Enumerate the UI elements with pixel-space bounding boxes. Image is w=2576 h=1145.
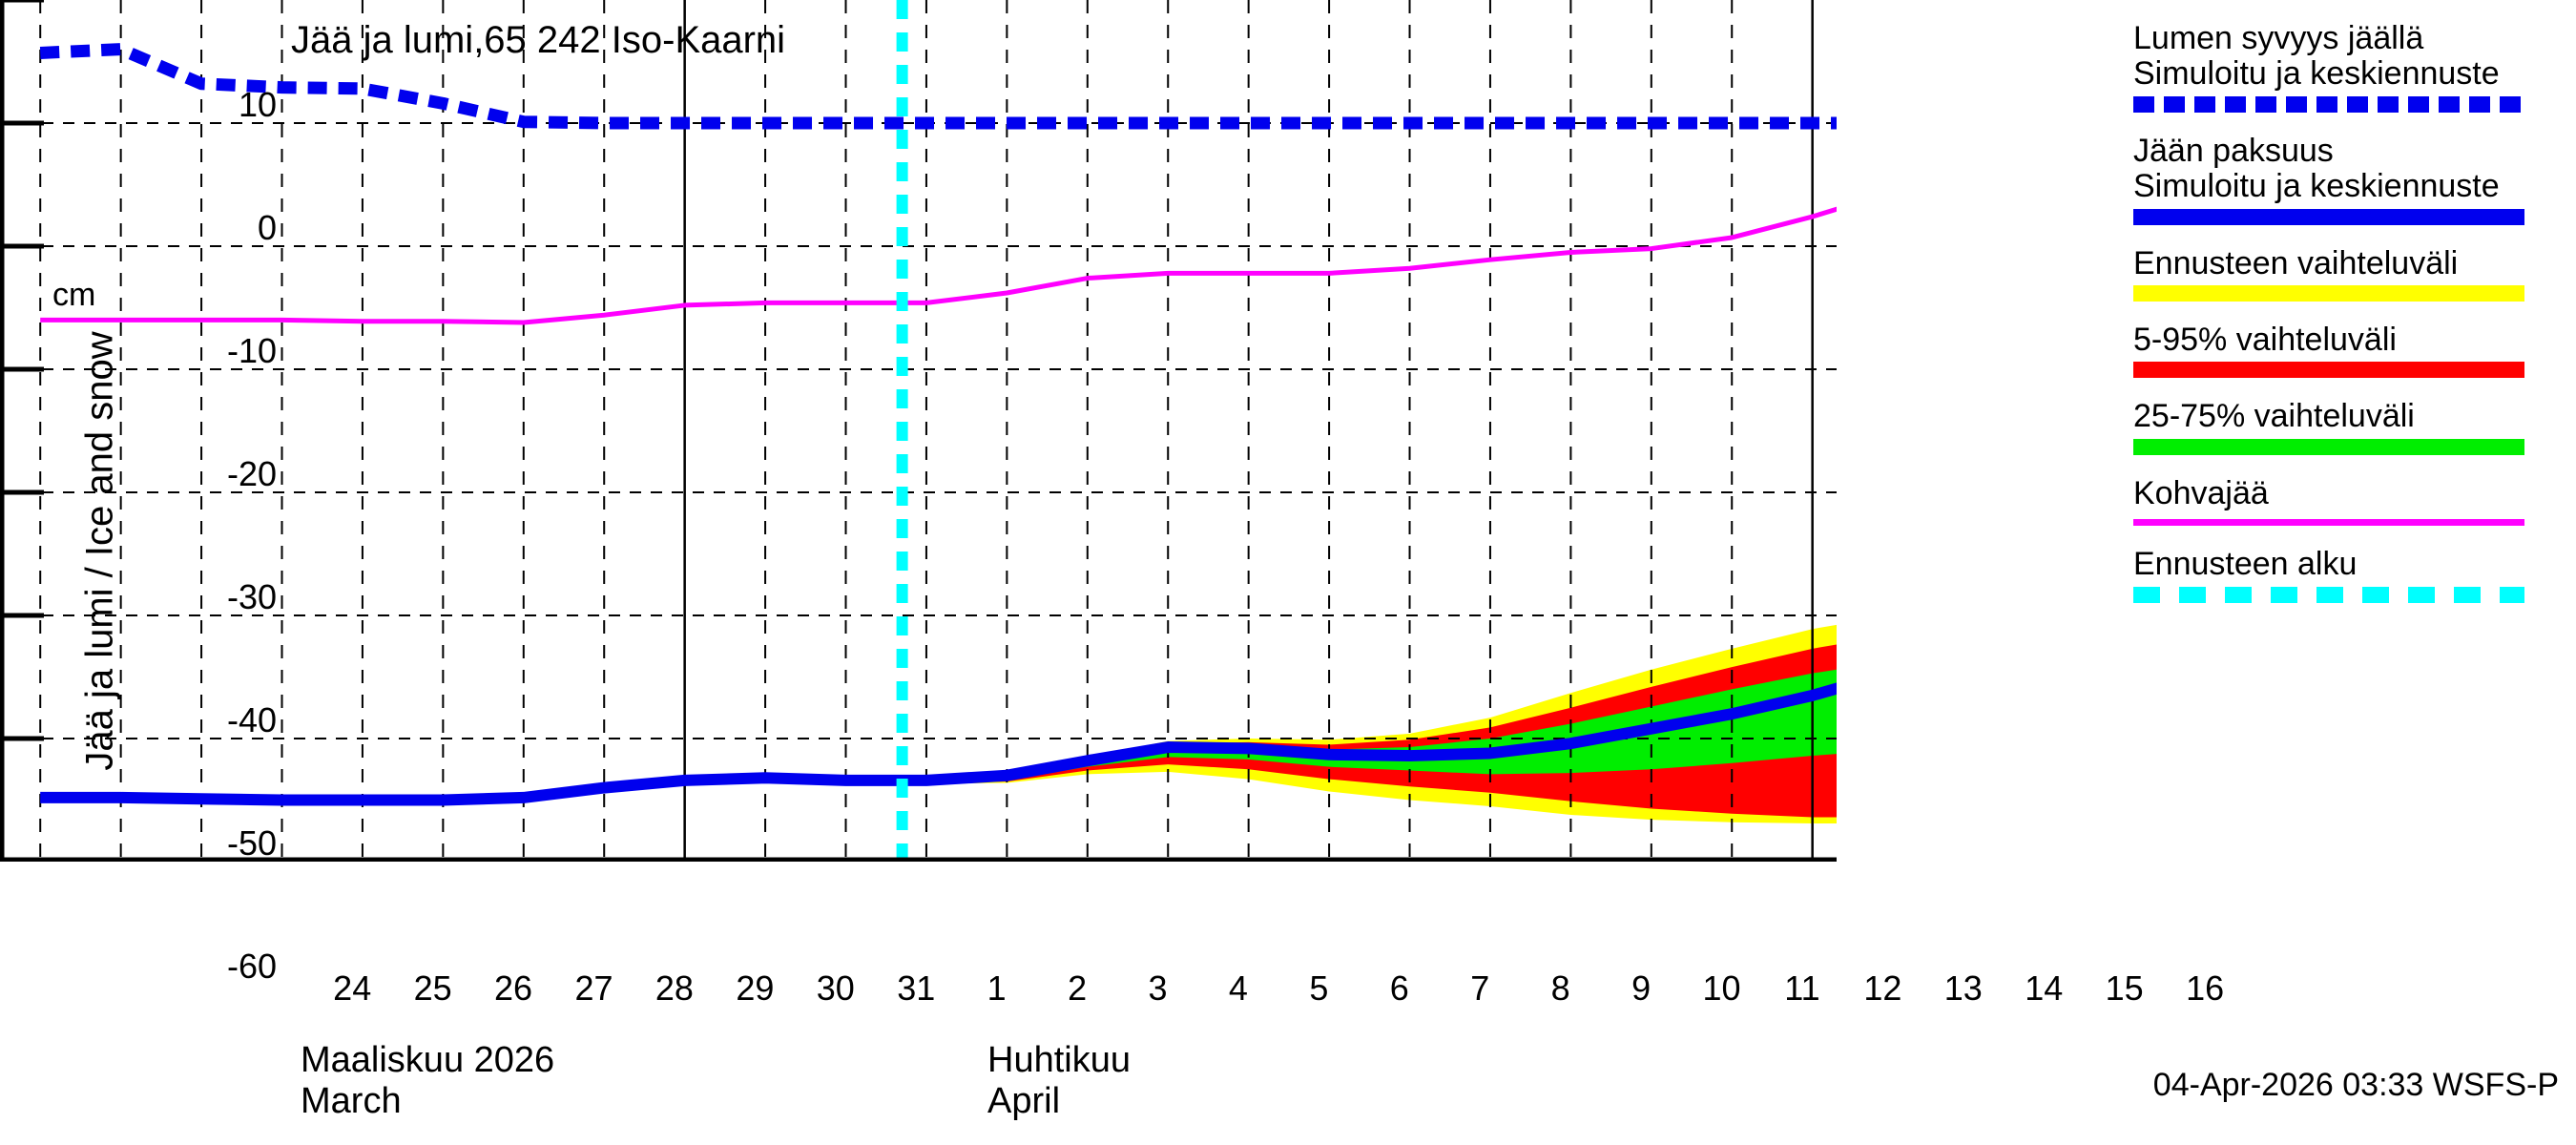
series-j-n-paksuus — [40, 682, 1837, 806]
band-ff0000 — [902, 644, 1837, 818]
x-tick-label: 28 — [654, 968, 694, 1008]
x-tick-label: 25 — [413, 968, 452, 1008]
legend-item-title: 5-95% vaihteluväli — [2133, 321, 2397, 358]
x-tick-label: 6 — [1389, 968, 1409, 1008]
series-lumen-syvyys-j-ll- — [39, 43, 1837, 130]
legend-swatch-icon — [2133, 586, 2524, 603]
x-tick-label: 10 — [1702, 968, 1741, 1008]
legend-item-title: Jään paksuus — [2133, 132, 2334, 169]
data-series — [39, 43, 1837, 806]
series-kohvaj- — [40, 206, 1837, 325]
chart-svg — [0, 0, 1837, 862]
month-label-en: March — [301, 1080, 402, 1121]
x-tick-label: 1 — [987, 968, 1007, 1008]
y-tick-label: 0 — [257, 208, 277, 247]
month-label-en: April — [987, 1080, 1061, 1121]
y-axis-title: Jää ja lumi / Ice and snow — [78, 331, 121, 771]
legend-swatch-icon — [2133, 362, 2524, 379]
x-tick-label: 3 — [1148, 968, 1168, 1008]
legend-item: Kohvajää — [2133, 474, 2563, 527]
y-tick-label: -20 — [226, 454, 277, 493]
legend-item: Ennusteen vaihteluväli — [2133, 244, 2563, 302]
month-label-march: Maaliskuu 2026 March — [301, 1040, 554, 1121]
month-label-april: Huhtikuu April — [987, 1040, 1131, 1121]
legend-swatch-icon — [2133, 284, 2524, 302]
legend-item-title: Ennusteen vaihteluväli — [2133, 244, 2459, 281]
y-axis-unit-label: cm — [52, 277, 96, 313]
legend-item: Jään paksuus Simuloitu ja keskiennuste — [2133, 132, 2563, 225]
legend-item-title: Lumen syvyys jäällä — [2133, 20, 2424, 56]
legend-item: Lumen syvyys jäällä Simuloitu ja keskienn… — [2133, 20, 2563, 113]
x-tick-label: 26 — [494, 968, 533, 1008]
legend-swatch-icon — [2133, 95, 2524, 113]
x-tick-label: 14 — [2025, 968, 2064, 1008]
x-tick-label: 30 — [816, 968, 855, 1008]
x-tick-label: 31 — [897, 968, 936, 1008]
grid-lines — [0, 0, 1837, 862]
y-tick-label: -40 — [226, 700, 277, 739]
x-tick-label: 27 — [574, 968, 613, 1008]
legend-swatch-icon — [2133, 519, 2524, 527]
y-tick-label: -10 — [226, 331, 277, 370]
legend-swatch-icon — [2133, 208, 2524, 225]
x-tick-label: 12 — [1863, 968, 1902, 1008]
x-tick-label: 24 — [333, 968, 372, 1008]
legend-item-subtitle: Simuloitu ja keskiennuste — [2133, 168, 2500, 205]
x-tick-label: 5 — [1309, 968, 1329, 1008]
x-tick-label: 7 — [1470, 968, 1490, 1008]
plot-area — [0, 0, 1837, 862]
legend-item-title: 25-75% vaihteluväli — [2133, 398, 2415, 435]
x-tick-label: 11 — [1784, 968, 1820, 1008]
y-tick-label: -50 — [226, 823, 277, 863]
legend-item: 5-95% vaihteluväli — [2133, 321, 2563, 379]
x-tick-label: 29 — [736, 968, 775, 1008]
x-tick-label: 13 — [1943, 968, 1983, 1008]
legend-swatch-icon — [2133, 438, 2524, 455]
chart-title: Jää ja lumi,65 242 Iso-Kaarni — [291, 19, 786, 61]
y-tick-label: 10 — [238, 85, 277, 124]
month-label-fi: Huhtikuu — [987, 1040, 1131, 1080]
legend-item: Ennusteen alku — [2133, 546, 2563, 603]
legend-item: 25-75% vaihteluväli — [2133, 398, 2563, 455]
legend-item-title: Kohvajää — [2133, 474, 2269, 511]
legend-item-title: Ennusteen alku — [2133, 546, 2358, 583]
x-tick-label: 2 — [1068, 968, 1088, 1008]
x-tick-label: 4 — [1228, 968, 1248, 1008]
y-tick-label: -60 — [226, 947, 277, 986]
axis-frame — [0, 0, 1837, 862]
x-tick-label: 9 — [1631, 968, 1652, 1008]
chart-legend: Lumen syvyys jäällä Simuloitu ja keskienn… — [2133, 20, 2563, 624]
y-axis-tick-labels: 10 0 -10 -20 -30 -40 -50 -60 — [162, 88, 277, 984]
x-tick-label: 16 — [2186, 968, 2225, 1008]
x-tick-label: 15 — [2105, 968, 2144, 1008]
x-axis-tick-labels: 24 25 26 27 28 29 30 31 1 2 3 4 5 6 7 8 9 10 11 12 13 14 15 16 — [291, 968, 2224, 1017]
y-tick-label: -30 — [226, 577, 277, 616]
month-label-fi: Maaliskuu 2026 — [301, 1040, 555, 1080]
footer-timestamp: 04-Apr-2026 03:33 WSFS-P — [2152, 1067, 2559, 1103]
x-tick-label: 8 — [1550, 968, 1570, 1008]
legend-item-subtitle: Simuloitu ja keskiennuste — [2133, 55, 2500, 93]
